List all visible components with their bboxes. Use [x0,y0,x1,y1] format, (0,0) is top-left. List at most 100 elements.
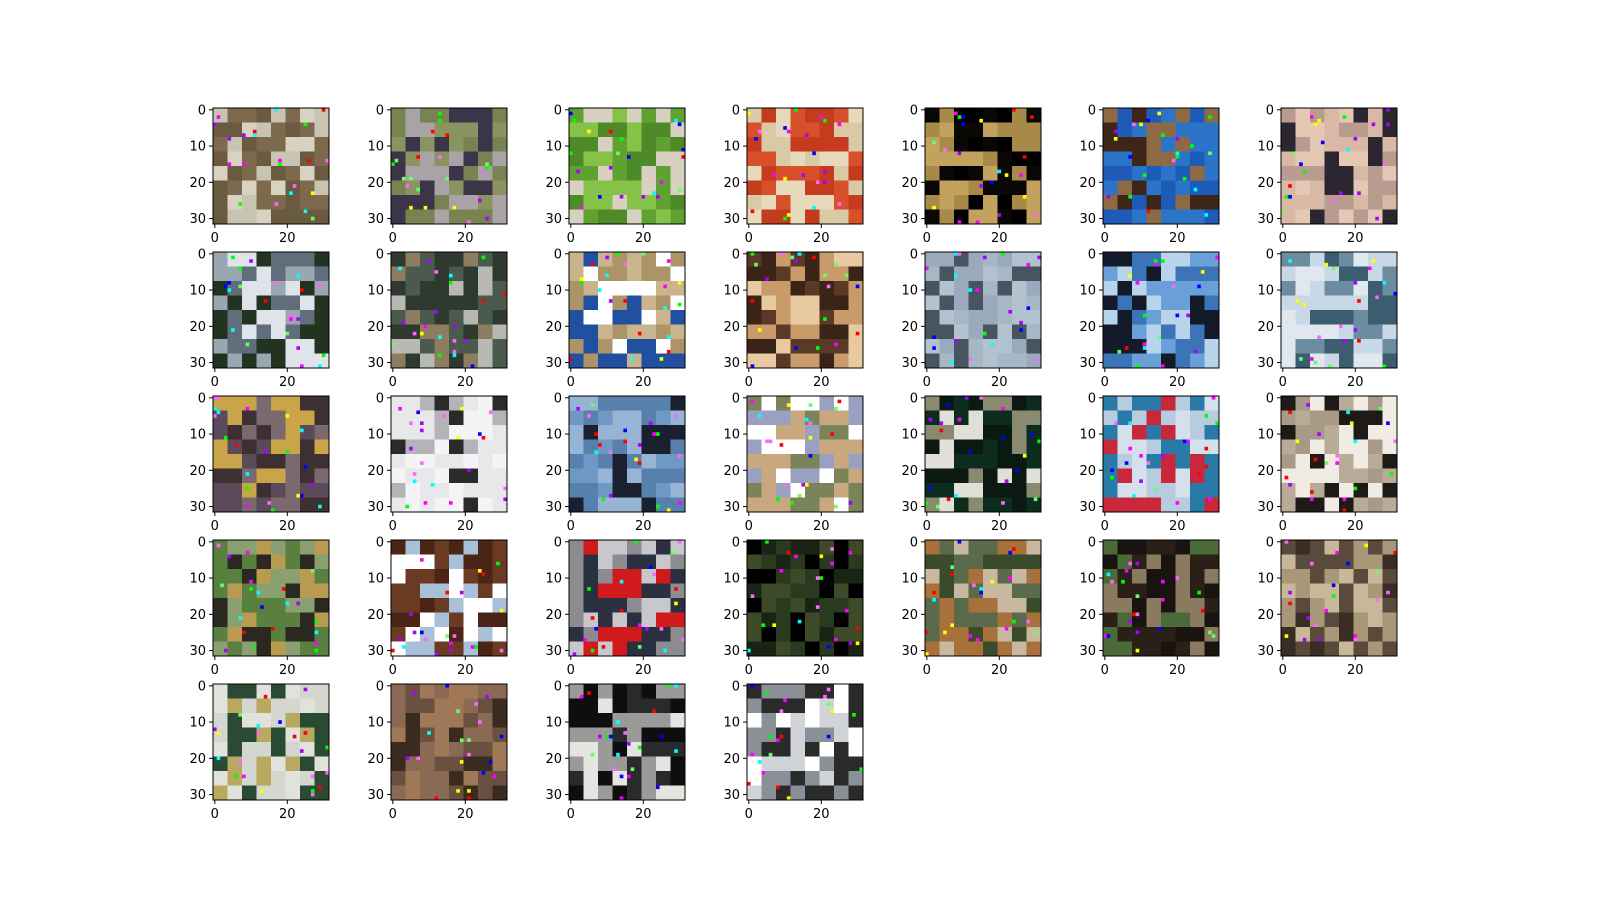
image-block [1132,108,1147,123]
image-block [228,252,243,267]
image-block [1190,354,1205,369]
image-block [1205,195,1220,210]
image-block [1310,296,1325,311]
image-block [569,469,584,484]
panel-image [391,540,508,657]
noise-pixel [449,649,453,653]
image-block [776,195,791,210]
noise-pixel [954,252,958,256]
image-block [1012,252,1027,267]
subplot-panel: 01020300 20 [901,535,1041,678]
image-block [391,584,406,599]
image-block [464,569,479,584]
noise-pixel [1136,364,1140,368]
image-block [1027,181,1042,196]
image-block [493,627,508,642]
image-block [954,411,969,426]
image-block [925,627,940,642]
image-block [1161,195,1176,210]
noise-pixel [573,119,577,123]
image-block [242,483,257,498]
image-block [315,210,330,225]
noise-pixel [1154,259,1158,263]
image-block [598,613,613,628]
image-block [791,339,806,354]
image-block [1190,454,1205,469]
image-block [257,642,272,657]
image-block [1190,252,1205,267]
image-block [213,742,228,757]
y-tick-label: 10 [189,140,206,155]
image-block [925,108,940,123]
image-block [420,195,435,210]
noise-pixel [780,252,784,256]
image-block [464,699,479,714]
y-tick-label: 30 [367,644,384,659]
image-block [954,440,969,455]
image-block [257,411,272,426]
image-block [776,440,791,455]
image-block [1325,613,1340,628]
image-block [1205,166,1220,181]
image-block [998,598,1013,613]
image-block [406,252,421,267]
image-block [315,540,330,555]
image-block [1118,210,1133,225]
image-block [954,325,969,340]
image-block [1147,425,1162,440]
image-block [406,728,421,743]
image-block [969,181,984,196]
y-tick-label: 0 [910,103,918,118]
x-tick-label: 20 [279,375,296,390]
y-tick-label: 20 [1257,320,1274,335]
image-block [300,757,315,772]
image-block [1310,123,1325,138]
image-block [449,613,464,628]
image-block [627,181,642,196]
noise-pixel [246,343,250,347]
y-tick-label: 0 [376,247,384,262]
image-block [449,498,464,513]
image-block [1103,642,1118,657]
image-block [805,699,820,714]
image-block [1296,252,1311,267]
image-block [1176,555,1191,570]
y-tick-label: 10 [901,428,918,443]
image-block [493,137,508,152]
image-block [1383,425,1398,440]
image-block [1176,469,1191,484]
noise-pixel [402,321,406,325]
image-block [300,166,315,181]
image-block [656,540,671,555]
image-block [1325,296,1340,311]
image-block [391,108,406,123]
image-block [983,584,998,599]
image-block [435,498,450,513]
image-block [449,325,464,340]
image-block [435,252,450,267]
image-block [998,454,1013,469]
noise-pixel [580,281,584,285]
image-block [228,166,243,181]
image-block [762,555,777,570]
y-tick-label: 20 [545,608,562,623]
image-block [1368,498,1383,513]
noise-pixel [478,199,482,203]
image-block [464,396,479,411]
noise-pixel [667,350,671,354]
image-block [257,210,272,225]
image-block [776,684,791,699]
noise-pixel [409,447,413,451]
x-tick-label: 0 [567,663,575,678]
image-block [420,469,435,484]
image-block [983,339,998,354]
noise-pixel [431,130,435,134]
image-block [1310,584,1325,599]
image-block [1176,210,1191,225]
noise-pixel [794,259,798,263]
image-block [627,627,642,642]
image-block [1325,483,1340,498]
noise-pixel [805,483,809,487]
noise-pixel [1288,259,1292,263]
subplot-panel: 01020300 20 [723,103,863,246]
